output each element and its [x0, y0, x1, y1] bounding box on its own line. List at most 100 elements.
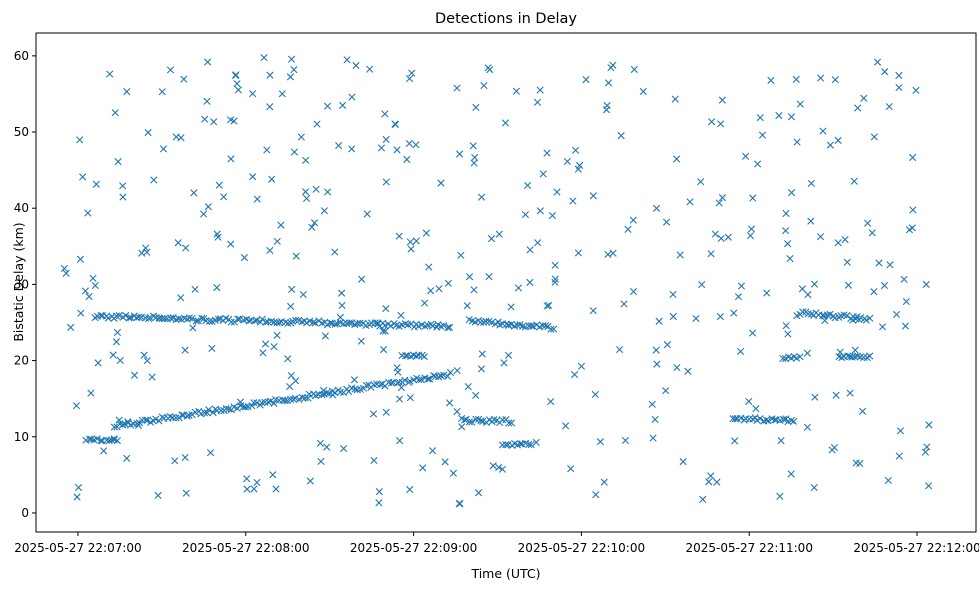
data-point [240, 254, 248, 262]
data-point [203, 97, 211, 105]
data-point [480, 81, 488, 90]
data-point [357, 337, 365, 345]
data-point [148, 373, 156, 381]
data-point [407, 245, 415, 253]
data-point [87, 435, 96, 443]
data-point [592, 491, 600, 499]
data-point [358, 275, 366, 283]
data-point [563, 157, 571, 166]
data-point [892, 310, 901, 319]
x-tick-label: 2025-05-27 22:08:00 [182, 541, 309, 555]
data-point [270, 399, 278, 407]
data-point [396, 437, 404, 445]
data-point [617, 132, 625, 140]
data-point [74, 483, 83, 492]
data-point [547, 397, 555, 406]
data-point [150, 176, 158, 184]
data-point [562, 422, 570, 430]
data-point [350, 376, 358, 384]
data-point [119, 182, 127, 190]
data-point [412, 237, 420, 245]
data-point [172, 414, 180, 422]
data-point [253, 195, 261, 203]
data-point [807, 179, 815, 188]
data-point [844, 281, 853, 289]
data-point [525, 440, 533, 448]
data-point [486, 66, 494, 74]
data-point [639, 87, 647, 96]
data-point [547, 325, 555, 333]
data-point [130, 371, 139, 379]
data-point [834, 136, 842, 144]
data-point [717, 120, 725, 128]
data-point [792, 75, 800, 83]
data-point [434, 373, 443, 381]
data-point [495, 463, 503, 472]
data-point [312, 185, 320, 193]
data-point [339, 101, 347, 109]
data-point [485, 272, 493, 281]
data-point [220, 193, 228, 201]
data-point [653, 360, 661, 368]
data-point [290, 148, 298, 156]
data-point [456, 150, 464, 158]
data-point [198, 314, 206, 322]
data-point [353, 320, 361, 328]
y-tick-label: 10 [14, 430, 29, 444]
data-point [477, 193, 486, 201]
data-point [803, 349, 811, 357]
data-point [406, 394, 414, 402]
data-point [73, 493, 81, 501]
data-point [787, 416, 795, 425]
data-point [901, 322, 910, 330]
data-point [112, 338, 121, 346]
data-point [320, 386, 328, 394]
data-point [379, 346, 388, 354]
data-point [159, 145, 168, 153]
data-point [284, 319, 292, 327]
data-point [335, 141, 343, 150]
data-point [315, 317, 323, 325]
data-point [589, 192, 597, 200]
data-point [286, 382, 294, 391]
data-point [752, 405, 760, 413]
data-point [191, 285, 199, 293]
y-axis-label: Bistatic Delay (km) [11, 222, 26, 341]
data-point [182, 244, 190, 252]
data-point [502, 441, 510, 449]
data-point [370, 456, 378, 465]
data-point [146, 313, 154, 322]
data-point [550, 325, 558, 333]
data-point [505, 321, 513, 329]
data-point [446, 323, 454, 331]
y-tick-label: 0 [21, 506, 29, 520]
data-point [513, 321, 521, 329]
data-point [895, 83, 903, 92]
data-point [756, 414, 764, 423]
data-point [465, 418, 473, 426]
data-point [662, 387, 670, 395]
data-point [234, 86, 242, 94]
data-point [422, 229, 430, 237]
data-point [551, 275, 559, 283]
data-point [261, 340, 270, 348]
data-point [536, 86, 544, 94]
data-point [851, 346, 859, 354]
data-point [290, 66, 298, 74]
chart-title: Detections in Delay [435, 11, 577, 27]
data-point [213, 284, 221, 292]
data-point [112, 312, 121, 320]
data-point [76, 136, 84, 144]
data-point [104, 314, 112, 322]
data-point [92, 180, 100, 188]
data-point [79, 173, 87, 181]
data-point [214, 315, 223, 323]
data-point [567, 465, 575, 473]
data-point [166, 66, 175, 74]
data-point [77, 309, 85, 317]
data-point [870, 133, 878, 141]
data-point [669, 290, 677, 299]
data-point [607, 64, 615, 72]
data-point [106, 70, 114, 78]
data-point [444, 279, 452, 287]
